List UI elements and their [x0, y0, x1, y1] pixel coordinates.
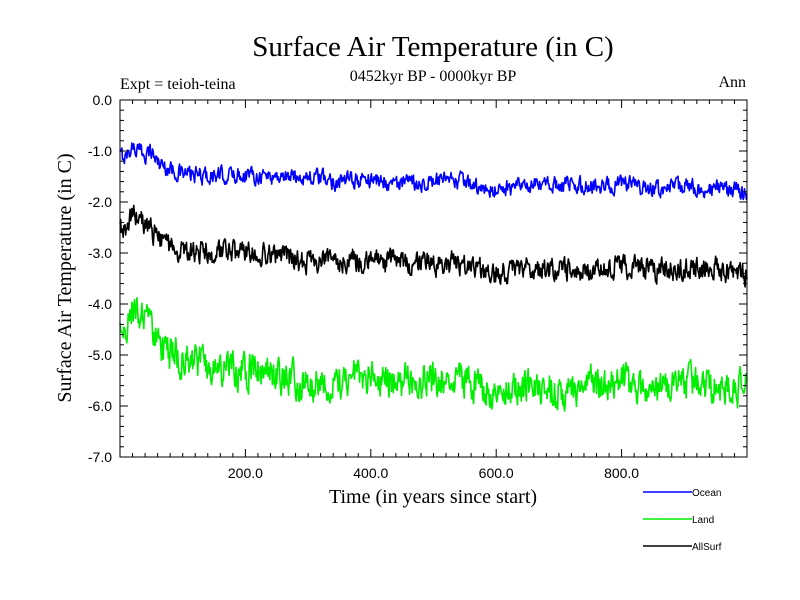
y-tick-label: -2.0 [88, 194, 112, 210]
axis-ticks [119, 99, 748, 458]
plot-frame [119, 99, 748, 458]
legend-label-ocean: Ocean [692, 488, 721, 499]
y-tick-label: 0.0 [93, 92, 113, 108]
series-layer [119, 142, 748, 412]
legend: Ocean Land AllSurf [643, 488, 722, 553]
y-tick-label: -6.0 [88, 398, 112, 414]
season-label: Ann [718, 74, 746, 91]
x-tick-labels: 200.0 400.0 600.0 800.0 [228, 465, 639, 481]
legend-label-allsurf: AllSurf [692, 542, 722, 553]
x-tick-label: 200.0 [228, 465, 263, 481]
series-line-ocean [119, 142, 748, 201]
y-tick-label: -7.0 [88, 449, 112, 465]
chart-subtitle: 0452kyr BP - 0000kyr BP [350, 68, 517, 85]
x-axis-label: Time (in years since start) [329, 486, 537, 508]
y-axis-label: Surface Air Temperature (in C) [54, 153, 76, 402]
y-tick-label: -5.0 [88, 347, 112, 363]
legend-label-land: Land [692, 515, 714, 526]
y-tick-labels: 0.0 -1.0 -2.0 -3.0 -4.0 -5.0 -6.0 -7.0 [88, 92, 112, 465]
experiment-label: Expt = teioh-teina [120, 76, 236, 93]
x-tick-label: 600.0 [479, 465, 514, 481]
series-line-allsurf [119, 204, 748, 288]
y-tick-label: -3.0 [88, 245, 112, 261]
x-tick-label: 800.0 [604, 465, 639, 481]
x-tick-label: 400.0 [353, 465, 388, 481]
y-tick-label: -4.0 [88, 296, 112, 312]
series-line-land [119, 296, 748, 412]
chart-title: Surface Air Temperature (in C) [252, 31, 613, 63]
y-tick-label: -1.0 [88, 143, 112, 159]
